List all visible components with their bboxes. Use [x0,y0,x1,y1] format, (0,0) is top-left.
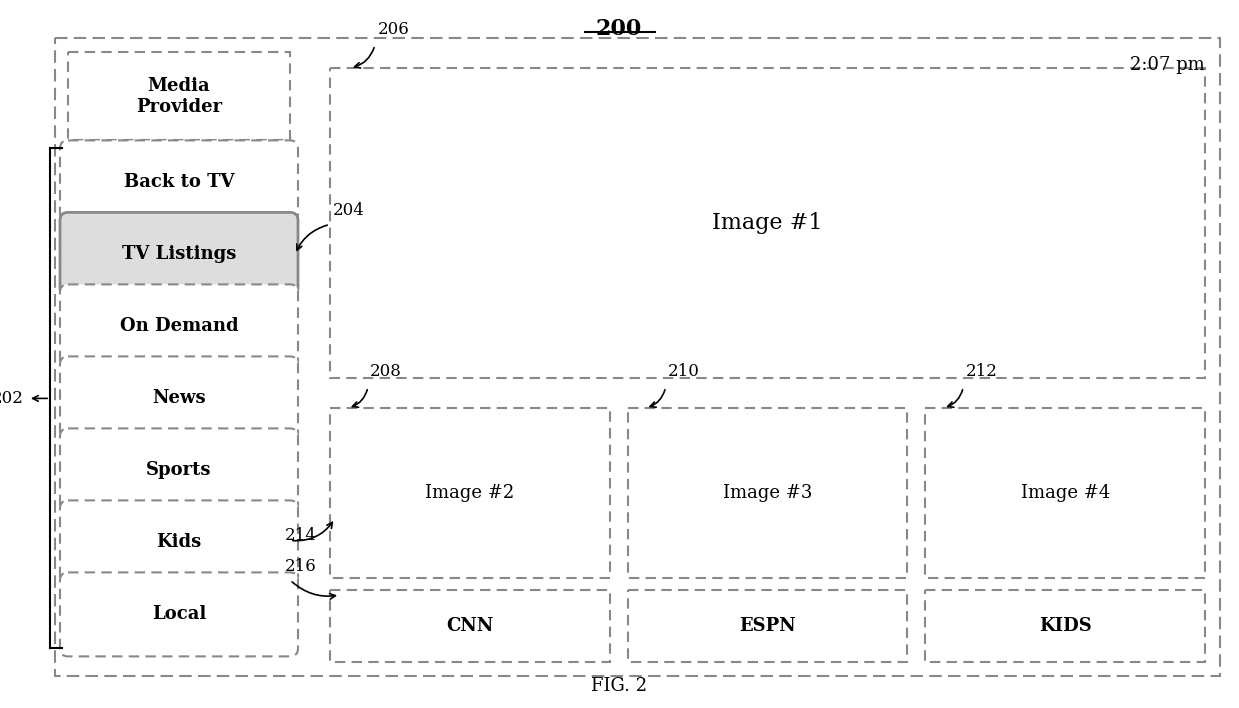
Text: 208: 208 [370,363,401,380]
FancyBboxPatch shape [59,428,299,513]
Text: KIDS: KIDS [1038,617,1092,635]
Text: 202: 202 [0,390,24,407]
FancyBboxPatch shape [59,572,299,656]
Text: CNN: CNN [446,617,493,635]
Bar [330,590,610,662]
Bar [330,408,610,578]
Text: 216: 216 [285,558,317,575]
Text: Image #4: Image #4 [1021,484,1110,502]
Text: News: News [152,389,206,407]
Text: Image #1: Image #1 [712,212,823,234]
Text: 210: 210 [668,363,700,380]
Bar [68,52,290,140]
Text: 212: 212 [965,363,997,380]
Bar [926,590,1206,662]
FancyBboxPatch shape [59,356,299,440]
Text: Back to TV: Back to TV [124,173,234,191]
Text: Image #2: Image #2 [425,484,514,502]
Bar [628,408,907,578]
Text: On Demand: On Demand [120,317,238,336]
FancyBboxPatch shape [59,285,299,368]
Bar [628,590,907,662]
FancyBboxPatch shape [59,140,299,224]
Text: 214: 214 [285,527,317,544]
Text: 206: 206 [378,21,410,38]
Bar [330,68,1206,378]
Text: 200: 200 [596,18,642,40]
Text: ESPN: ESPN [740,617,795,635]
Text: FIG. 2: FIG. 2 [591,677,647,695]
Text: TV Listings: TV Listings [121,246,237,263]
Text: 204: 204 [333,202,364,219]
FancyBboxPatch shape [59,501,299,584]
Text: Local: Local [152,605,206,624]
Text: Kids: Kids [156,533,202,552]
Text: Image #3: Image #3 [722,484,813,502]
Bar [926,408,1206,578]
Text: Sports: Sports [146,462,212,479]
Text: 2:07 pm: 2:07 pm [1130,56,1206,74]
Text: Media
Provider: Media Provider [136,76,222,115]
FancyBboxPatch shape [59,212,299,297]
